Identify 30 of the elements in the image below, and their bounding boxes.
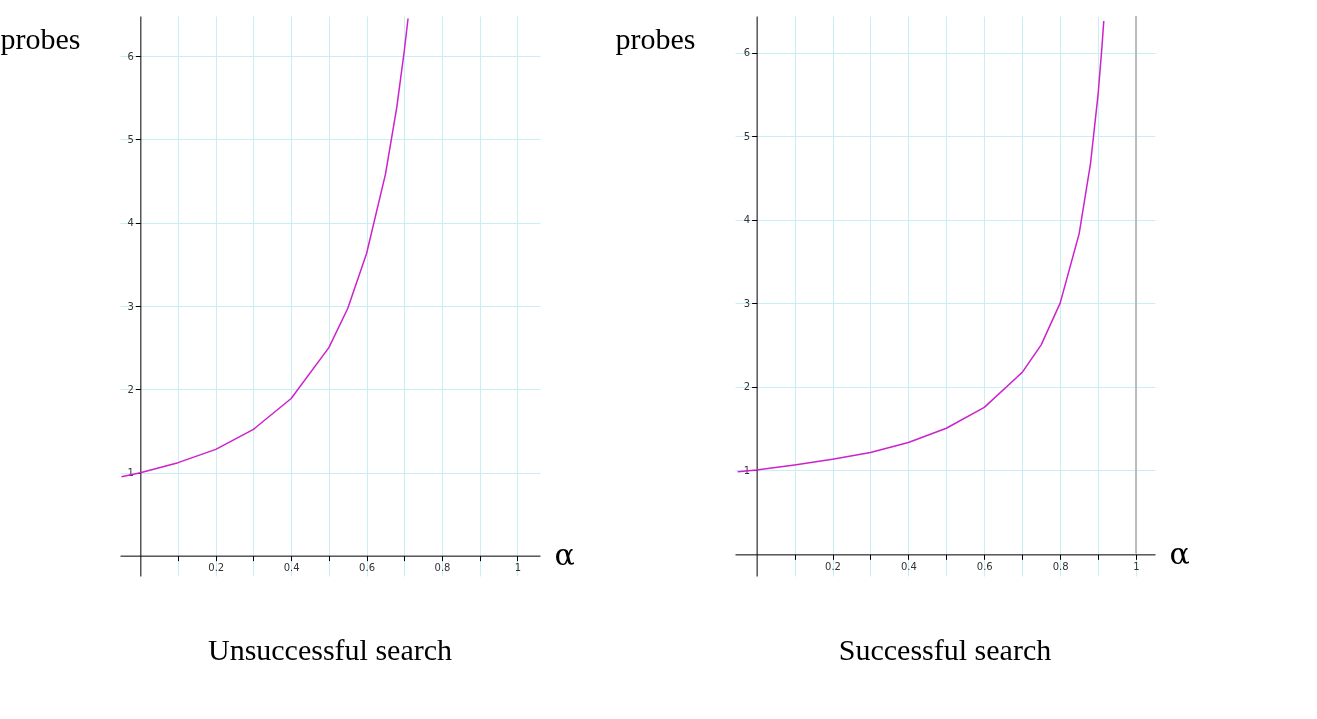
y-tick-label: 4 bbox=[127, 217, 134, 229]
line-series bbox=[120, 17, 409, 478]
y-axis-title: probes bbox=[0, 21, 81, 55]
y-tick-label: 1 bbox=[127, 467, 134, 479]
text: Successful search bbox=[838, 633, 1052, 666]
x-tick-label: 0.6 bbox=[976, 560, 993, 572]
x-tick-label: 1 bbox=[514, 562, 522, 574]
y-tick-label: 2 bbox=[743, 381, 751, 393]
x-axis-title: α bbox=[1169, 535, 1190, 571]
text: Unsuccessful search bbox=[207, 633, 453, 666]
y-tick-label: 1 bbox=[743, 464, 751, 476]
x-tick-label: 0.8 bbox=[1052, 560, 1069, 572]
y-tick-label: 6 bbox=[743, 47, 751, 59]
y-tick-label: 5 bbox=[743, 130, 751, 142]
line-series bbox=[736, 20, 1105, 473]
y-tick-label: 6 bbox=[127, 50, 134, 62]
x-tick-label: 0.4 bbox=[283, 562, 300, 574]
y-tick-label: 3 bbox=[743, 297, 751, 309]
x-tick-label: 0.6 bbox=[359, 562, 376, 574]
y-tick-label: 5 bbox=[127, 133, 134, 145]
y-tick-label: 4 bbox=[743, 214, 751, 226]
x-tick-label: 0.4 bbox=[900, 560, 917, 572]
x-axis-title: α bbox=[554, 537, 575, 573]
x-tick-label: 0.8 bbox=[434, 562, 451, 574]
y-axis-title: probes bbox=[615, 21, 696, 55]
y-tick-label: 3 bbox=[127, 300, 134, 312]
x-tick-label: 0.2 bbox=[208, 562, 225, 574]
x-tick-label: 0.2 bbox=[825, 560, 841, 572]
y-tick-label: 2 bbox=[127, 383, 134, 395]
x-tick-label: 1 bbox=[1133, 560, 1140, 572]
